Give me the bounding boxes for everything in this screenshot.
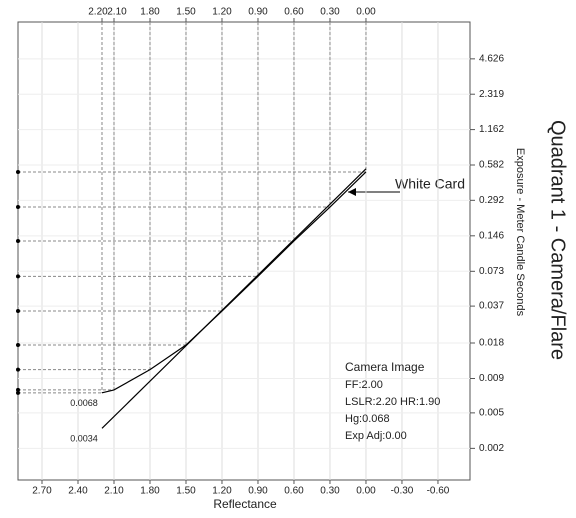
- y-tick-label: 0.073: [479, 266, 504, 277]
- x2-tick-label: 2.10: [107, 7, 127, 18]
- annotation: White Card: [395, 176, 465, 192]
- x-tick-label: -0.60: [427, 486, 450, 497]
- x-tick-label: 0.30: [320, 486, 340, 497]
- y-tick-label: 4.626: [479, 53, 504, 64]
- axis-marker: [16, 309, 20, 314]
- series-line: [101, 168, 367, 429]
- y-tick-label: 0.005: [479, 408, 504, 419]
- info-text: Hg:0.068: [345, 413, 390, 425]
- axis-marker: [16, 169, 20, 174]
- x2-tick-label: 0.30: [320, 7, 340, 18]
- y-tick-label: 2.319: [479, 89, 504, 100]
- x2-tick-label: 1.80: [140, 7, 160, 18]
- x-tick-label: 2.40: [68, 486, 88, 497]
- info-text: Camera Image: [345, 360, 425, 374]
- axis-marker: [16, 387, 20, 392]
- axis-marker: [16, 274, 20, 279]
- x2-tick-label: 2.20: [88, 7, 108, 18]
- x2-tick-label: 1.20: [212, 7, 232, 18]
- y-tick-label: 0.002: [479, 443, 504, 454]
- x-tick-label: 0.00: [356, 486, 376, 497]
- info-text: LSLR:2.20 HR:1.90: [345, 396, 440, 408]
- x-tick-label: 1.50: [176, 486, 196, 497]
- x-tick-label: 0.90: [248, 486, 268, 497]
- y-tick-label: 0.292: [479, 195, 504, 206]
- x-tick-label: 2.70: [32, 486, 52, 497]
- info-text: FF:2.00: [345, 379, 383, 391]
- x-axis-title: Reflectance: [213, 497, 277, 511]
- data-label: 0.0034: [70, 434, 98, 444]
- y-tick-label: 0.582: [479, 160, 504, 171]
- x-tick-label: -0.30: [391, 486, 414, 497]
- y-tick-label: 1.162: [479, 124, 504, 135]
- axis-marker: [16, 205, 20, 210]
- arrow-head: [348, 188, 356, 196]
- axis-marker: [16, 367, 20, 372]
- y-tick-label: 0.146: [479, 230, 504, 241]
- y-axis-title: Exposure - Meter Candle Seconds: [514, 148, 526, 317]
- plot-frame: [17, 21, 471, 481]
- chart-title: Quadrant 1 - Camera/Flare: [547, 120, 569, 360]
- y-tick-label: 0.037: [479, 301, 504, 312]
- axis-marker: [16, 343, 20, 348]
- y-tick-label: 0.009: [479, 373, 504, 384]
- axis-marker: [16, 238, 20, 243]
- x2-tick-label: 0.90: [248, 7, 268, 18]
- x2-tick-label: 0.00: [356, 7, 376, 18]
- x2-tick-label: 1.50: [176, 7, 196, 18]
- x-tick-label: 1.20: [212, 486, 232, 497]
- data-label: 0.0068: [70, 398, 98, 408]
- x-tick-label: 0.60: [284, 486, 304, 497]
- x2-tick-label: 0.60: [284, 7, 304, 18]
- info-text: Exp Adj:0.00: [345, 430, 407, 442]
- x-tick-label: 1.80: [140, 486, 160, 497]
- y-tick-label: 0.018: [479, 338, 504, 349]
- axis-marker: [16, 390, 20, 395]
- x-tick-label: 2.10: [104, 486, 124, 497]
- series-line: [101, 171, 367, 394]
